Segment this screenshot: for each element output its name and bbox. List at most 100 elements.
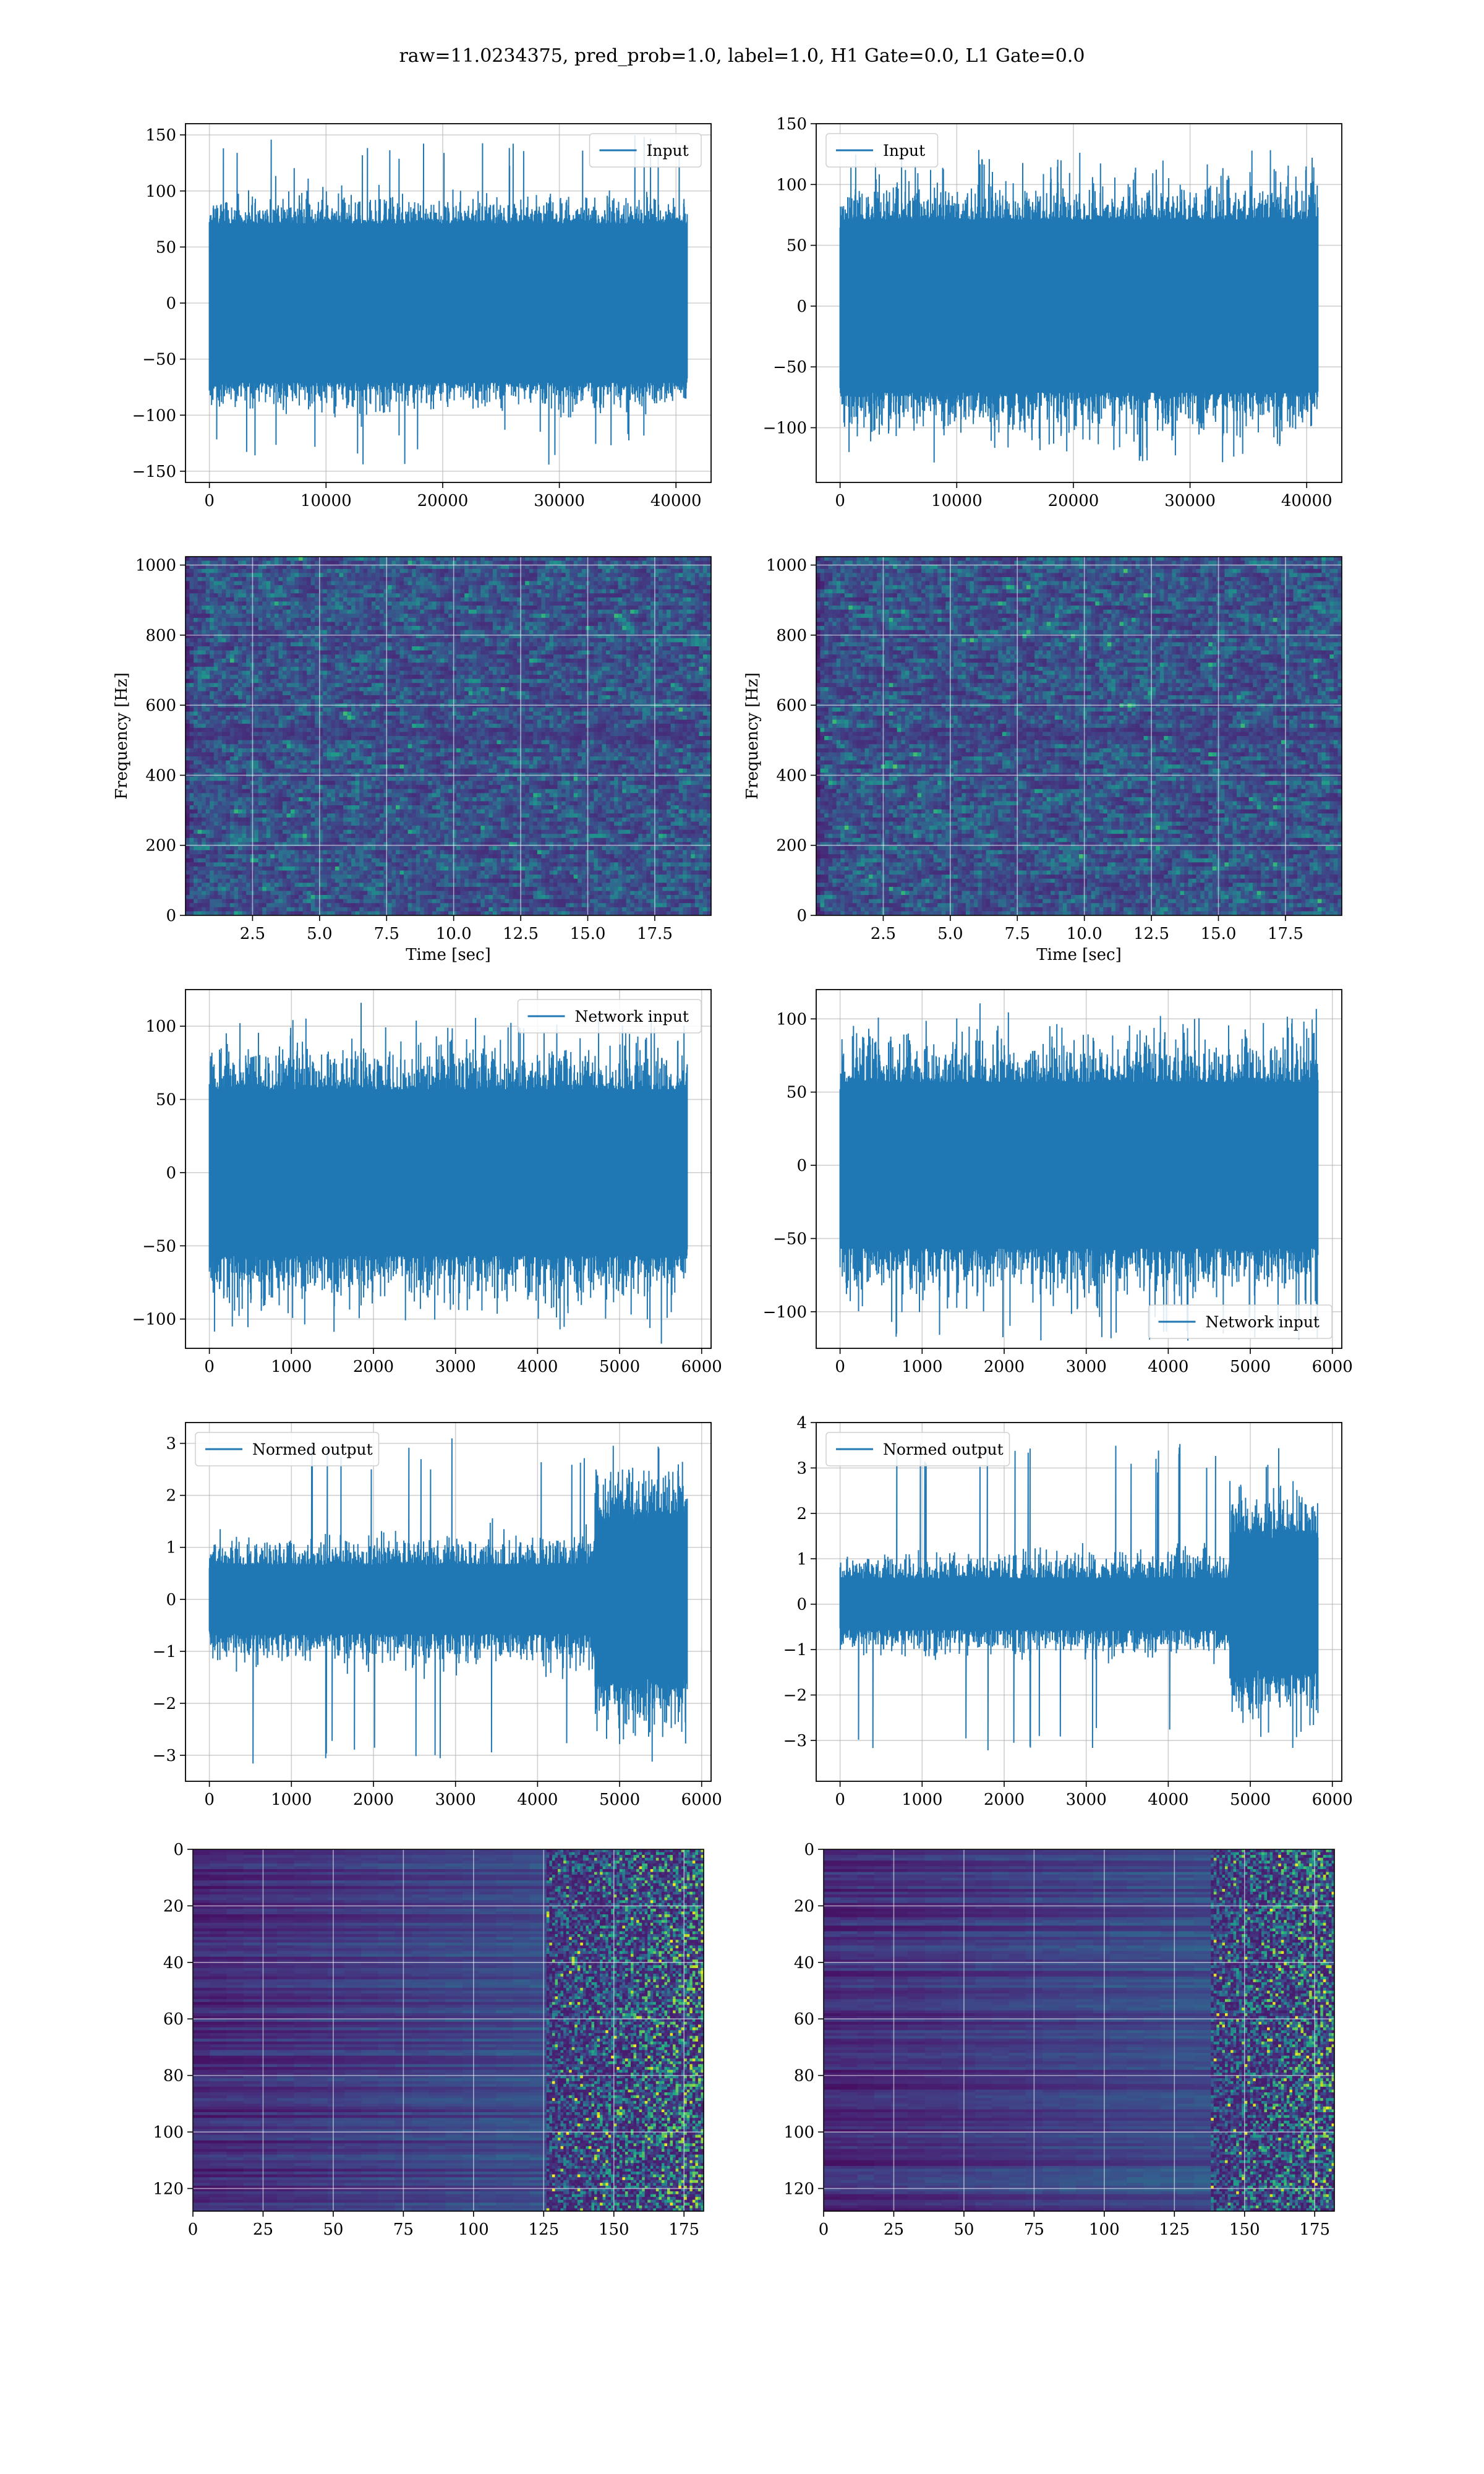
x-tick-label: 100 <box>1089 2220 1120 2239</box>
y-tick-label: 100 <box>145 182 176 201</box>
x-tick-label: 1000 <box>902 1358 942 1376</box>
y-tick-label: 3 <box>796 1459 807 1478</box>
x-axis-label: Time [sec] <box>1036 946 1122 964</box>
y-tick-label: −50 <box>773 1230 807 1248</box>
signal-line-input-l1 <box>839 150 1319 463</box>
x-tick-label: 125 <box>1159 2220 1190 2239</box>
legend-box <box>825 133 939 168</box>
x-tick-label: 7.5 <box>1005 925 1030 943</box>
signal-line-input-h1 <box>208 135 688 465</box>
x-tick-label: 4000 <box>1148 1358 1188 1376</box>
x-tick-label: 1000 <box>271 1358 312 1376</box>
x-tick-label: 15.0 <box>570 925 606 943</box>
y-tick-label: −3 <box>153 1747 176 1765</box>
x-tick-label: 5000 <box>599 1791 640 1809</box>
x-tick-label: 175 <box>1299 2220 1330 2239</box>
x-tick-label: 12.5 <box>503 925 539 943</box>
legend-box <box>517 999 702 1034</box>
legend-normed-output-h1: Normed output <box>195 1432 380 1466</box>
legend-box <box>195 1432 380 1466</box>
axes-frame <box>816 556 1342 916</box>
axes-frame <box>185 556 712 916</box>
y-tick-label: 60 <box>163 2010 184 2029</box>
x-tick-label: 30000 <box>534 492 585 510</box>
legend-label: Network input <box>1206 1313 1320 1331</box>
x-tick-label: 2000 <box>353 1791 394 1809</box>
x-tick-label: 2000 <box>984 1358 1025 1376</box>
axes-frame <box>816 1422 1342 1782</box>
x-tick-label: 2.5 <box>240 925 265 943</box>
axes-frame <box>185 989 712 1349</box>
x-tick-label: 20000 <box>1048 492 1099 510</box>
y-tick-label: 600 <box>776 696 807 715</box>
x-tick-label: 10.0 <box>436 925 472 943</box>
y-tick-label: 600 <box>145 696 176 715</box>
y-tick-label: 100 <box>153 2123 184 2142</box>
y-tick-label: 0 <box>166 1591 176 1609</box>
legend-box <box>825 1432 1010 1466</box>
x-tick-label: 25 <box>253 2220 273 2239</box>
y-axis-label: Frequency [Hz] <box>743 672 762 800</box>
x-tick-label: 75 <box>393 2220 414 2239</box>
x-tick-label: 1000 <box>271 1791 312 1809</box>
signal-line-network-input-h1 <box>208 1003 688 1344</box>
axes-frame <box>823 1849 1335 2212</box>
y-tick-label: −100 <box>763 419 807 438</box>
y-tick-label: −50 <box>142 351 176 369</box>
axes-frame <box>185 123 712 483</box>
y-tick-label: −50 <box>773 358 807 377</box>
y-tick-label: −150 <box>132 463 176 481</box>
heatmap-cells-spectrogram-h1 <box>186 557 712 916</box>
x-tick-label: 150 <box>1229 2220 1260 2239</box>
x-tick-label: 20000 <box>417 492 469 510</box>
panel-feature-map-l1: 0 25 50 75 100 125 150 175 0 20 40 60 80 100 120 <box>783 1841 1335 2239</box>
legend-label: Input <box>883 142 925 160</box>
y-tick-label: −1 <box>153 1643 176 1661</box>
y-tick-label: 150 <box>776 115 807 134</box>
y-tick-label: 50 <box>156 238 176 257</box>
x-tick-label: 50 <box>953 2220 974 2239</box>
x-tick-label: 4000 <box>517 1358 558 1376</box>
x-tick-label: 40000 <box>1281 492 1333 510</box>
axes-frame <box>816 989 1342 1349</box>
x-tick-label: 0 <box>204 1791 215 1809</box>
y-tick-label: 150 <box>145 126 176 145</box>
x-tick-label: 6000 <box>1312 1358 1353 1376</box>
x-tick-label: 0 <box>835 1358 845 1376</box>
x-tick-label: 3000 <box>435 1791 476 1809</box>
y-tick-label: 4 <box>796 1414 807 1432</box>
x-axis-label: Time [sec] <box>406 946 491 964</box>
y-tick-label: 2 <box>166 1487 176 1505</box>
panel-input-l1: 0 10000 20000 30000 40000 −100 −50 0 50 100 150 Inp… <box>763 115 1342 510</box>
heatmap-cells-feature-map-h1 <box>193 1849 704 2212</box>
x-tick-label: 50 <box>323 2220 343 2239</box>
x-tick-label: 5.0 <box>937 925 963 943</box>
y-tick-label: 0 <box>796 1596 807 1614</box>
x-tick-label: 150 <box>599 2220 629 2239</box>
panel-normed-output-h1: 0 1000 2000 3000 4000 5000 6000 −3 −2 −1 0 1 2 3 Norme… <box>153 1422 722 1809</box>
x-tick-label: 10000 <box>931 492 983 510</box>
panel-normed-output-l1: 0 1000 2000 3000 4000 5000 6000 −3 −2 −1 0 1 2 3 4 Norm… <box>783 1414 1353 1809</box>
panel-spectrogram-h1: 2.5 5.0 7.5 10.0 12.5 15.0 17.5 0 200 400 600 800 10… <box>113 556 712 964</box>
y-tick-label: 0 <box>796 1157 807 1175</box>
x-tick-label: 17.5 <box>637 925 673 943</box>
y-tick-label: 100 <box>776 176 807 194</box>
x-tick-label: 7.5 <box>374 925 399 943</box>
y-tick-label: −100 <box>763 1303 807 1322</box>
y-tick-label: 20 <box>163 1897 184 1915</box>
x-tick-label: 10000 <box>301 492 352 510</box>
y-tick-label: 400 <box>145 766 176 785</box>
x-tick-label: 6000 <box>681 1791 722 1809</box>
figure-title: raw=11.0234375, pred_prob=1.0, label=1.0… <box>399 45 1085 67</box>
x-tick-label: 0 <box>188 2220 198 2239</box>
y-tick-label: 200 <box>776 837 807 855</box>
y-tick-label: 80 <box>794 2067 814 2086</box>
signal-line-normed-output-h1 <box>208 1438 688 1764</box>
y-tick-label: 0 <box>166 1164 176 1183</box>
x-tick-label: 75 <box>1024 2220 1044 2239</box>
x-tick-label: 25 <box>884 2220 904 2239</box>
x-tick-label: 0 <box>835 492 845 510</box>
x-tick-label: 1000 <box>902 1791 942 1809</box>
y-tick-label: 1 <box>796 1550 807 1569</box>
